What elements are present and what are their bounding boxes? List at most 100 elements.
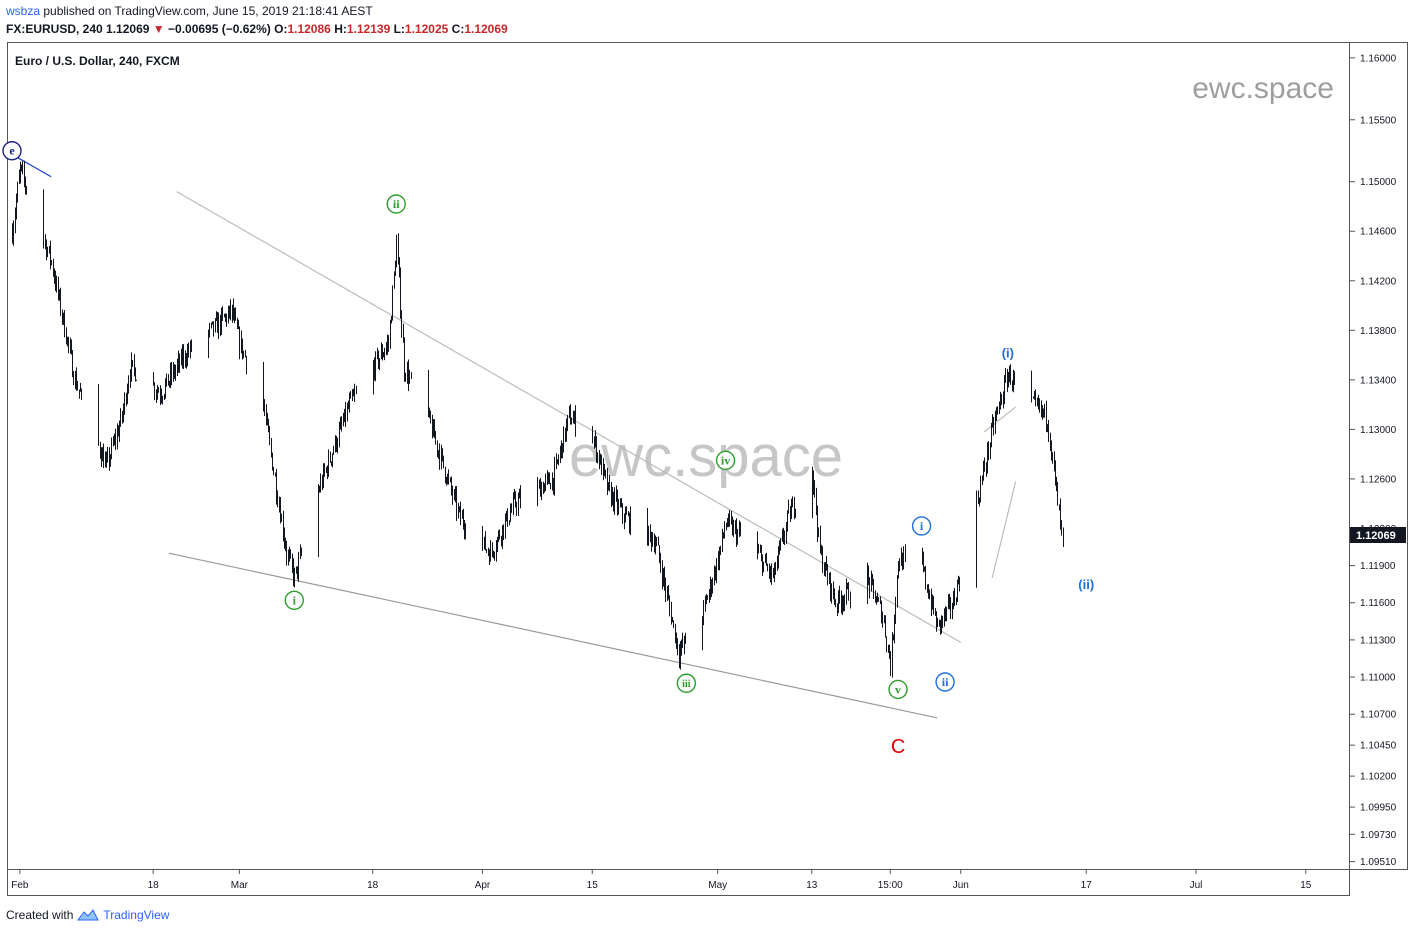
y-tick-label-2: 1.15000 <box>1360 177 1397 188</box>
wave-text-9: (ii) <box>1078 577 1094 592</box>
wave-label-6: i <box>911 516 932 536</box>
x-tick-label-9: Jun <box>953 880 969 891</box>
wave-circle-0 <box>2 141 22 161</box>
chart-title: Euro / U.S. Dollar, 240, FXCM <box>15 54 180 68</box>
y-tick-label-13: 1.11000 <box>1360 673 1396 684</box>
wave-text-8: (i) <box>1002 346 1014 361</box>
change-value: −0.00695 (−0.62%) <box>168 22 271 36</box>
watermark-large: ewc.space <box>569 424 843 489</box>
last-price-tag-text: 1.12069 <box>1356 530 1396 542</box>
wave-text-7: ii <box>942 675 949 689</box>
y-tick-label-19: 1.09510 <box>1360 857 1397 868</box>
wave-label-7: ii <box>935 672 955 692</box>
y-tick-label-7: 1.13000 <box>1360 425 1397 436</box>
y-tick-label-1: 1.15500 <box>1360 115 1397 126</box>
y-tick-label-11: 1.11600 <box>1360 598 1396 609</box>
y-tick-label-17: 1.09950 <box>1360 803 1397 814</box>
wave-label-5: v <box>888 679 908 700</box>
wave-text-1: i <box>293 593 297 607</box>
x-tick-label-4: Apr <box>475 880 491 891</box>
wave-label-0: e <box>2 141 22 161</box>
y-tick-label-15: 1.10450 <box>1360 741 1397 752</box>
wave-label-10: C <box>891 736 905 758</box>
x-tick-label-7: 13 <box>806 880 818 891</box>
wave-text-6: i <box>920 519 924 533</box>
tradingview-link[interactable]: TradingView <box>103 908 170 922</box>
watermark-small: ewc.space <box>1192 72 1334 105</box>
x-tick-label-10: 17 <box>1081 880 1093 891</box>
y-tick-label-14: 1.10700 <box>1360 710 1397 721</box>
wave-label-3: iii <box>676 673 697 693</box>
wave-circle-3 <box>676 673 697 693</box>
wave-label-4: iv <box>715 450 736 471</box>
wave-circle-4 <box>715 450 736 471</box>
wave-label-2: ii <box>386 194 406 214</box>
x-tick-label-5: 15 <box>587 880 599 891</box>
x-tick-label-2: Mar <box>231 880 249 891</box>
y-tick-label-10: 1.11900 <box>1360 561 1396 572</box>
wave-text-2: ii <box>393 197 400 211</box>
y-tick-label-4: 1.14200 <box>1360 276 1397 287</box>
plot-frame <box>7 42 1350 870</box>
wave-circle-6 <box>911 516 932 536</box>
down-arrow-icon: ▼ <box>152 22 165 36</box>
high-value: 1.12139 <box>346 22 391 36</box>
trendline-1 <box>176 191 962 643</box>
time-axis-frame <box>7 869 1350 896</box>
time-axis: Feb 18 Mar 18 Apr 15 May 13 15:00 Jun 17 Jul 15 <box>11 869 1312 891</box>
y-tick-label-16: 1.10200 <box>1360 772 1397 783</box>
wave-circle-5 <box>888 679 908 700</box>
wave-circle-7 <box>935 672 955 692</box>
wave-label-8: (i) <box>1002 346 1014 361</box>
created-with-text: Created with <box>6 908 74 922</box>
trendline-3 <box>991 481 1017 579</box>
price-bars <box>12 160 1064 678</box>
y-tick-label-6: 1.13400 <box>1360 375 1397 386</box>
wave-label-9: (ii) <box>1078 577 1094 592</box>
x-tick-label-11: Jul <box>1190 880 1203 891</box>
ohlc-line: FX:EURUSD, 240 1.12069 ▼ −0.00695 (−0.62… <box>6 22 508 36</box>
wave-text-5: v <box>895 682 901 696</box>
wave-text-4: iv <box>721 453 730 467</box>
wave-text-10: C <box>891 736 905 758</box>
x-tick-label-8: 15:00 <box>878 880 903 891</box>
trendline-4 <box>983 406 1017 433</box>
trendlines <box>11 153 1017 719</box>
last-price: 1.12069 <box>106 22 150 36</box>
x-tick-label-1: 18 <box>148 880 160 891</box>
last-price-tag <box>1350 527 1406 543</box>
x-tick-label-0: Feb <box>11 880 29 891</box>
trendline-2 <box>168 552 938 719</box>
published-text: published on TradingView.com, June 15, 2… <box>43 4 373 18</box>
wave-circle-2 <box>386 194 406 214</box>
close-value: 1.12069 <box>464 22 508 36</box>
x-tick-label-12: 15 <box>1300 880 1312 891</box>
y-tick-label-5: 1.13800 <box>1360 326 1397 337</box>
low-label: L: <box>393 22 405 36</box>
open-label: O: <box>274 22 288 36</box>
y-tick-label-12: 1.11300 <box>1360 635 1396 646</box>
wave-text-3: iii <box>682 679 691 690</box>
tradingview-logo-icon <box>77 909 100 921</box>
x-tick-label-6: May <box>708 880 727 891</box>
wave-text-0: e <box>9 144 15 158</box>
y-tick-label-18: 1.09730 <box>1360 830 1397 841</box>
publish-info: wsbza published on TradingView.com, June… <box>6 4 373 18</box>
y-tick-label-0: 1.16000 <box>1360 53 1397 64</box>
price-axis: 1.16000 1.15500 1.15000 1.14600 1.14200 1.138… <box>1350 53 1397 868</box>
trendline-0 <box>11 153 52 178</box>
x-tick-label-3: 18 <box>367 880 379 891</box>
wave-label-1: i <box>284 590 304 610</box>
y-tick-label-3: 1.14600 <box>1360 227 1397 238</box>
y-tick-label-8: 1.12600 <box>1360 474 1397 485</box>
wave-circle-1 <box>284 590 304 610</box>
symbol-label: FX:EURUSD, 240 <box>6 22 103 36</box>
author-link[interactable]: wsbza <box>6 4 41 18</box>
low-value: 1.12025 <box>404 22 449 36</box>
open-value: 1.12086 <box>287 22 331 36</box>
footer: Created with TradingView <box>6 908 169 922</box>
price-axis-frame <box>1349 42 1408 870</box>
close-label: C: <box>451 22 465 36</box>
